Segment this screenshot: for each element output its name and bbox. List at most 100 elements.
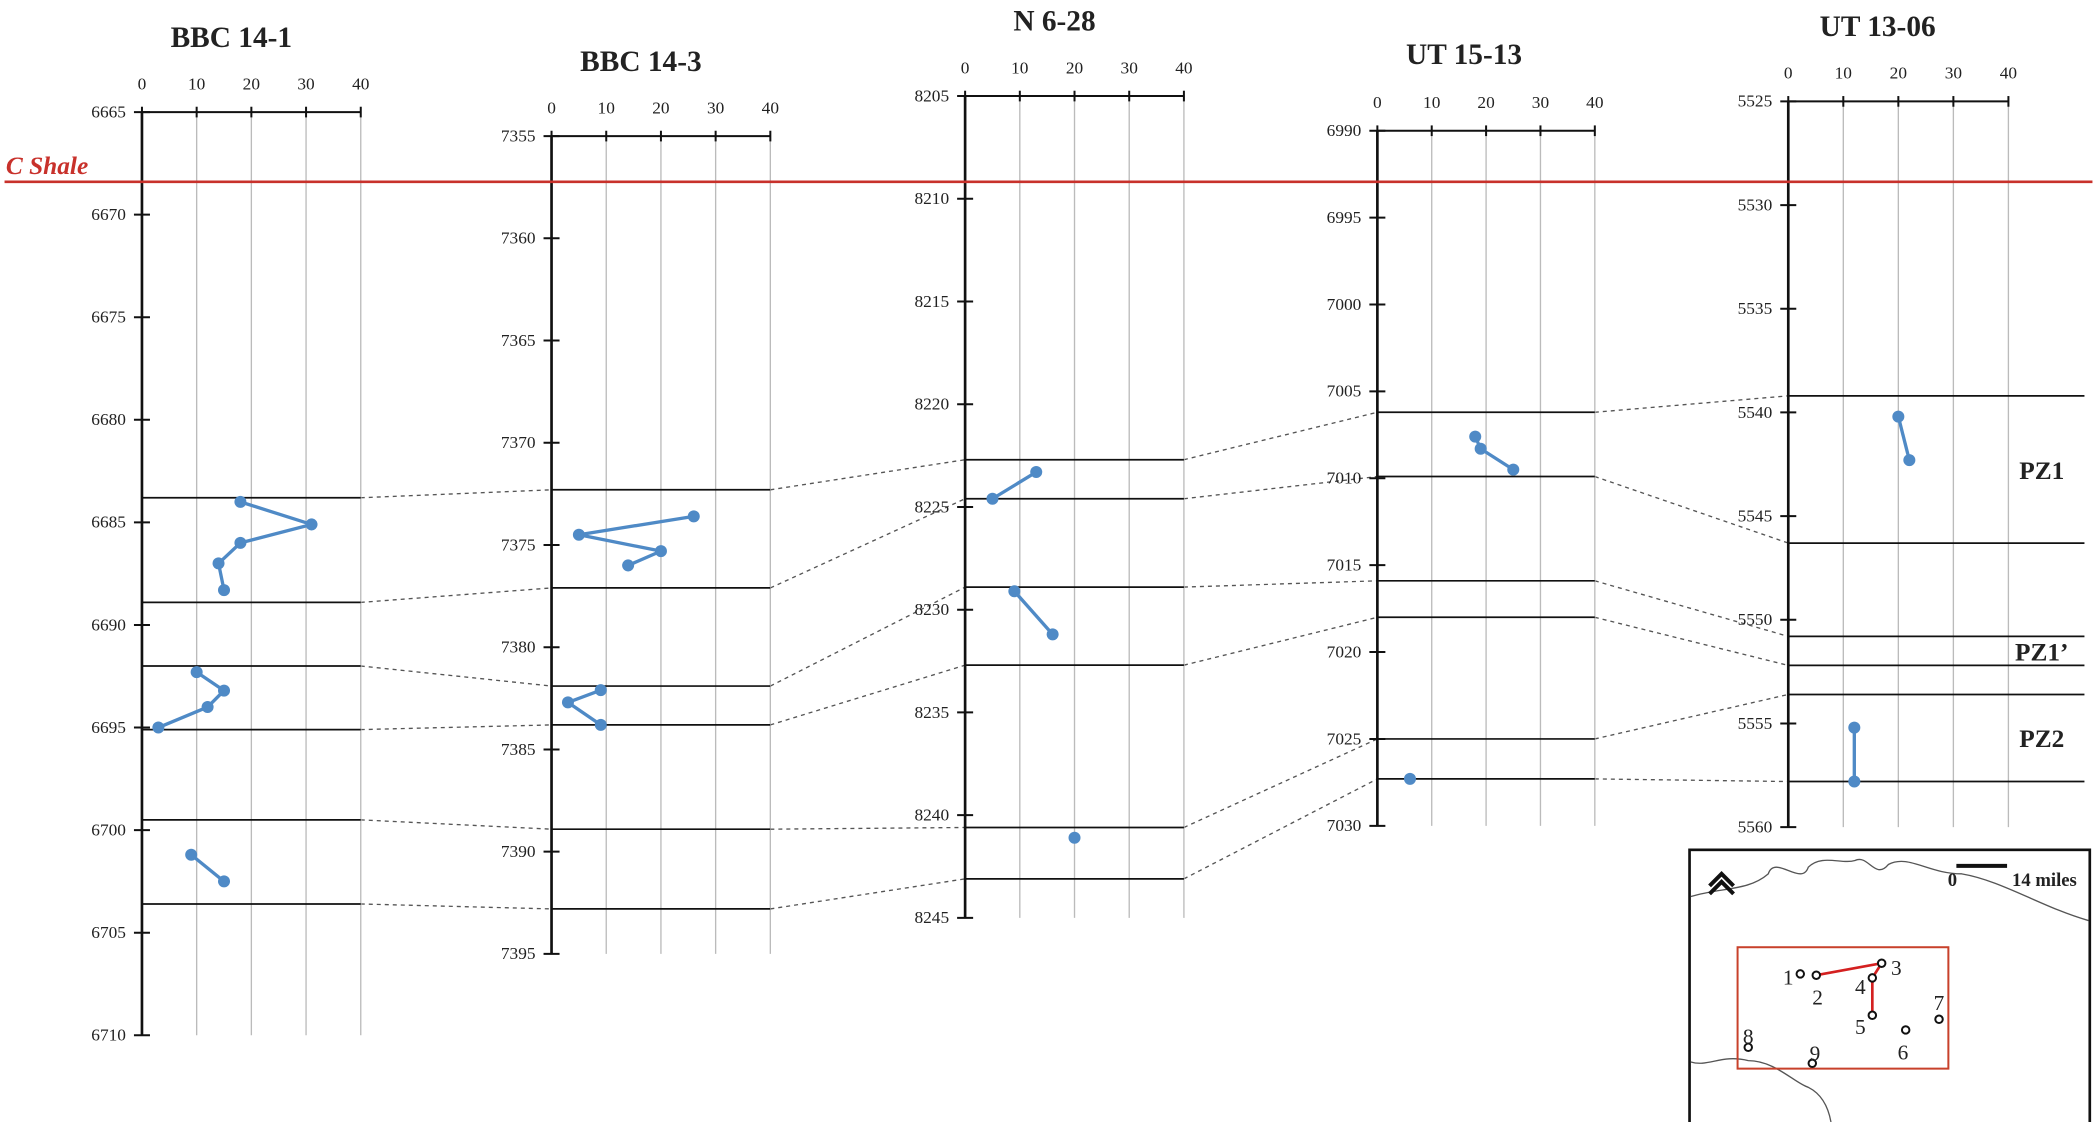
well-location (1934, 1014, 1944, 1025)
correlation-line (360, 903, 552, 910)
y-tick-label: 8215 (914, 292, 949, 311)
y-tick-label: 7030 (1327, 816, 1362, 835)
y-tick-label: 6705 (91, 923, 126, 942)
data-point (190, 666, 203, 679)
data-point (1507, 463, 1520, 476)
x-tick-label: 20 (1066, 58, 1083, 77)
data-point (986, 492, 999, 505)
well-number: 3 (1891, 956, 1902, 980)
data-line (190, 853, 226, 883)
x-tick-label: 0 (1373, 93, 1382, 112)
well-panel-4: UT 15-13 0 10 20 30 40 6990 6995 7000 7005 7010 701… (1327, 39, 1604, 835)
data-point (234, 536, 247, 549)
panel-title: BBC 14-1 (171, 22, 292, 54)
data-point (1903, 454, 1916, 467)
y-tick-label: 8210 (914, 189, 949, 208)
y-tick-label: 8235 (914, 703, 949, 722)
correlation-line (1594, 580, 1789, 638)
y-tick-label: 7025 (1327, 729, 1362, 748)
data-line (1013, 590, 1054, 636)
y-tick-label: 7365 (501, 331, 536, 350)
data-point (305, 518, 318, 531)
y-tick-label: 7355 (501, 126, 536, 145)
y-tick-label: 7380 (501, 638, 536, 657)
data-point (1848, 721, 1861, 734)
well-panel-5: UT 13-06 0 10 20 30 40 5525 5530 5535 5540 5545 555… (1738, 11, 2085, 836)
x-tick-label: 10 (1835, 64, 1852, 83)
correlation-line (360, 489, 552, 499)
y-tick-label: 6685 (91, 513, 126, 532)
correlation-line (770, 498, 966, 589)
x-tick-label: 10 (188, 74, 205, 93)
zone-label: PZ1 (2019, 457, 2064, 485)
x-tick-label: 10 (598, 98, 615, 117)
zone-label: PZ2 (2019, 725, 2064, 753)
well-panel-1: BBC 14-1 0 10 20 30 40 6665 6670 6675 6680 6685 669… (91, 22, 369, 1045)
y-tick-label: 5550 (1738, 610, 1773, 629)
correlation-line (360, 819, 552, 830)
y-tick-label: 5535 (1738, 299, 1773, 318)
y-tick-label: 7015 (1327, 556, 1362, 575)
y-tick-label: 7370 (501, 433, 536, 452)
y-tick-label: 7010 (1327, 469, 1362, 488)
y-tick-label: 6690 (91, 615, 126, 634)
x-tick-label: 0 (961, 58, 970, 77)
well-location (1811, 970, 1822, 980)
y-tick-label: 8230 (914, 600, 949, 619)
y-tick-label: 5530 (1738, 195, 1773, 214)
correlation-line (1183, 580, 1378, 588)
well-location (1876, 958, 1887, 968)
x-tick-label: 40 (2000, 64, 2017, 83)
correlation-line (770, 664, 966, 726)
y-tick-label: 6680 (91, 410, 126, 429)
correlation-line (1594, 395, 1789, 413)
x-tick-label: 10 (1423, 93, 1440, 112)
data-point (218, 584, 231, 597)
well-panel-3: N 6-28 0 10 20 30 40 8205 8210 8215 8220 8225 8230 8… (914, 6, 1192, 927)
y-tick-label: 8245 (914, 908, 949, 927)
data-point (1469, 430, 1482, 443)
y-tick-label: 7360 (501, 229, 536, 248)
data-point (234, 495, 247, 508)
data-point (1008, 585, 1021, 598)
y-tick-label: 6995 (1327, 208, 1362, 227)
y-tick-label: 6665 (91, 102, 126, 121)
well-location (1807, 1058, 1818, 1069)
x-tick-label: 40 (1586, 93, 1603, 112)
data-point (1892, 410, 1905, 423)
y-tick-label: 7005 (1327, 382, 1362, 401)
data-point (594, 718, 607, 731)
data-point (1474, 442, 1487, 455)
x-tick-label: 0 (138, 74, 147, 93)
correlation-line (1183, 616, 1378, 666)
y-tick-label: 8220 (914, 395, 949, 414)
y-tick-label: 7390 (501, 842, 536, 861)
data-point (1403, 772, 1416, 785)
y-tick-label: 6670 (91, 205, 126, 224)
well-number: 9 (1810, 1042, 1821, 1066)
x-tick-label: 30 (1945, 64, 1962, 83)
well-location (1867, 973, 1878, 983)
well-number: 7 (1934, 991, 1945, 1015)
x-tick-label: 10 (1011, 58, 1028, 77)
data-line (1896, 416, 1911, 461)
correlation-line (1594, 693, 1789, 740)
data-line (216, 500, 318, 591)
panel-title: BBC 14-3 (580, 46, 701, 78)
well-location (1743, 1042, 1753, 1053)
north-arrow-icon (1708, 871, 1735, 896)
y-tick-label: 8240 (914, 805, 949, 824)
x-tick-label: 40 (352, 74, 369, 93)
x-tick-label: 30 (1532, 93, 1549, 112)
data-line (157, 670, 227, 730)
correlation-line (770, 826, 966, 830)
data-point (1030, 466, 1043, 479)
y-tick-label: 6990 (1327, 121, 1362, 140)
data-point (654, 545, 667, 558)
y-tick-label: 7385 (501, 740, 536, 759)
x-tick-label: 0 (1784, 64, 1793, 83)
data-point (1068, 831, 1081, 844)
x-tick-label: 0 (547, 98, 556, 117)
